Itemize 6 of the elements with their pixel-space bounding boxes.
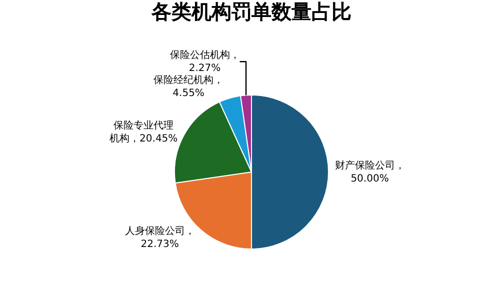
slice-label: 保险专业代理机构，20.45%: [110, 120, 178, 145]
slice-label: 财产保险公司，50.00%: [334, 160, 405, 184]
slice-label: 保险经纪机构，4.55%: [154, 74, 224, 100]
slice-label: 保险公估机构，2.27%: [170, 49, 240, 74]
slice-label: 人身保险公司，22.73%: [124, 224, 195, 250]
chart-title: 各类机构罚单数量占比: [150, 0, 352, 24]
